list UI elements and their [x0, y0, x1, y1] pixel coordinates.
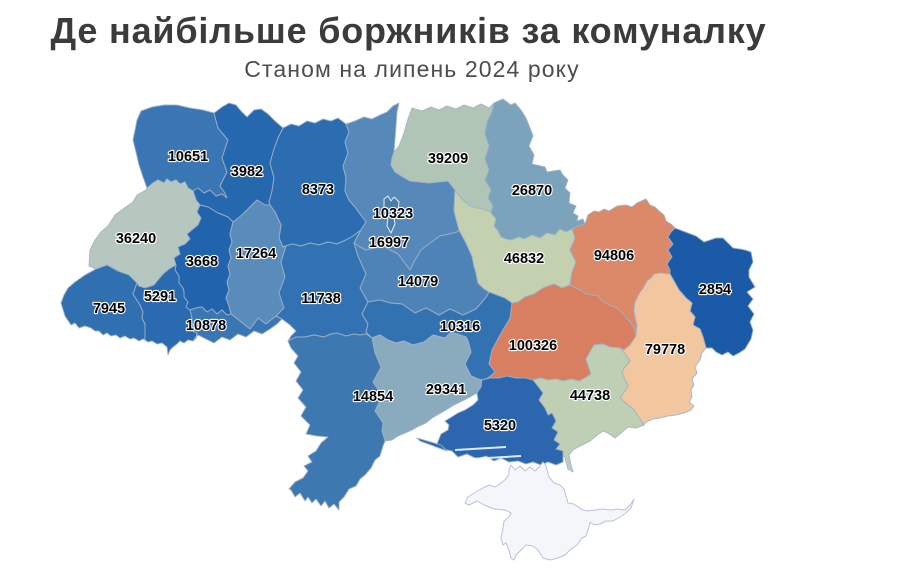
svg-text:3668: 3668: [186, 254, 218, 270]
svg-text:10878: 10878: [186, 318, 226, 334]
svg-text:100326: 100326: [509, 338, 557, 354]
svg-text:17264: 17264: [236, 246, 276, 262]
svg-text:10651: 10651: [168, 149, 208, 165]
svg-text:14854: 14854: [353, 389, 393, 405]
svg-text:10323: 10323: [373, 206, 413, 222]
svg-text:29341: 29341: [426, 382, 466, 398]
svg-text:26870: 26870: [512, 183, 552, 199]
svg-text:46832: 46832: [504, 251, 544, 267]
svg-text:11738: 11738: [301, 291, 341, 307]
svg-text:5320: 5320: [484, 418, 516, 434]
svg-text:7945: 7945: [93, 301, 125, 317]
svg-text:36240: 36240: [116, 231, 156, 247]
svg-text:8373: 8373: [302, 182, 334, 198]
svg-text:14079: 14079: [398, 274, 438, 290]
svg-text:79778: 79778: [645, 342, 685, 358]
svg-text:2854: 2854: [699, 282, 731, 298]
svg-text:94806: 94806: [594, 248, 634, 264]
svg-text:39209: 39209: [428, 151, 468, 167]
svg-text:16997: 16997: [369, 235, 409, 251]
svg-text:44738: 44738: [570, 388, 610, 404]
svg-text:3982: 3982: [231, 164, 263, 180]
svg-text:5291: 5291: [144, 289, 176, 305]
svg-text:10316: 10316: [440, 319, 480, 335]
